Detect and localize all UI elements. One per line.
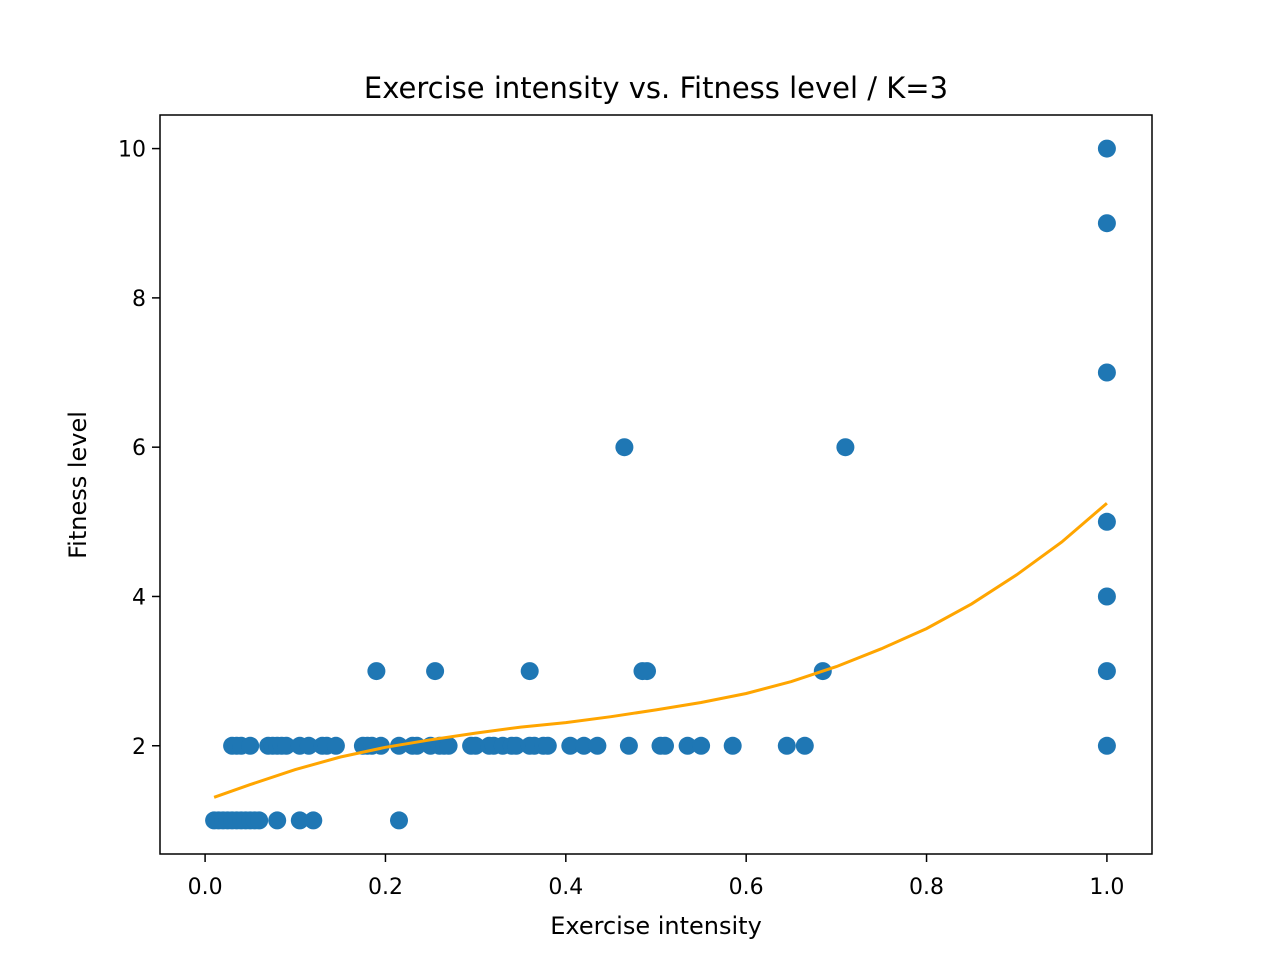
axes-frame xyxy=(159,114,1153,855)
y-tick-label: 2 xyxy=(132,735,146,760)
plot-area xyxy=(205,139,1116,830)
data-point-50 xyxy=(538,736,557,755)
data-point-63 xyxy=(426,662,445,681)
data-point-13 xyxy=(304,811,323,830)
data-point-12 xyxy=(290,811,309,830)
data-point-57 xyxy=(678,736,697,755)
chart-title: Exercise intensity vs. Fitness level / K… xyxy=(364,71,948,105)
x-tick-label: 0.8 xyxy=(909,875,944,900)
y-tick-label: 10 xyxy=(118,138,146,163)
data-point-58 xyxy=(692,736,711,755)
data-point-25 xyxy=(299,736,318,755)
data-point-56 xyxy=(656,736,674,755)
data-point-66 xyxy=(638,662,656,681)
data-point-18 xyxy=(241,736,260,755)
x-tick-label: 0.2 xyxy=(368,875,403,900)
data-point-72 xyxy=(1097,587,1116,606)
data-point-64 xyxy=(520,662,539,681)
data-point-10 xyxy=(250,811,269,830)
data-point-69 xyxy=(836,438,855,457)
data-point-23 xyxy=(277,736,296,755)
data-point-41 xyxy=(466,736,485,755)
data-point-46 xyxy=(507,736,526,755)
y-tick-label: 6 xyxy=(132,436,146,461)
data-point-68 xyxy=(615,438,634,457)
y-axis-label: Fitness level xyxy=(64,411,92,559)
data-point-71 xyxy=(1097,662,1116,681)
data-point-70 xyxy=(1097,736,1116,755)
y-tick-label: 4 xyxy=(132,585,146,610)
data-point-28 xyxy=(326,736,345,755)
x-axis-label: Exercise intensity xyxy=(550,912,762,940)
x-axis: 0.0 0.2 0.4 0.6 0.8 1.0 xyxy=(188,854,1124,900)
y-axis: 2 4 6 8 10 xyxy=(118,138,160,760)
x-tick-label: 0.6 xyxy=(729,875,764,900)
data-point-53 xyxy=(588,736,607,755)
data-point-61 xyxy=(795,736,814,755)
x-tick-label: 0.4 xyxy=(548,875,583,900)
data-point-76 xyxy=(1097,139,1116,158)
data-point-74 xyxy=(1097,363,1116,382)
data-point-39 xyxy=(439,736,458,755)
data-point-75 xyxy=(1097,214,1116,233)
data-point-51 xyxy=(561,736,580,755)
y-tick-label: 8 xyxy=(132,287,146,312)
data-point-52 xyxy=(574,736,593,755)
data-point-14 xyxy=(390,811,408,830)
data-point-59 xyxy=(723,736,742,755)
fit-curve xyxy=(213,502,1108,799)
data-point-60 xyxy=(777,736,796,755)
x-tick-label: 0.0 xyxy=(188,875,223,900)
data-point-62 xyxy=(367,662,386,681)
data-point-11 xyxy=(268,811,287,830)
x-tick-label: 1.0 xyxy=(1089,875,1124,900)
data-point-54 xyxy=(619,736,638,755)
data-point-73 xyxy=(1097,512,1116,531)
